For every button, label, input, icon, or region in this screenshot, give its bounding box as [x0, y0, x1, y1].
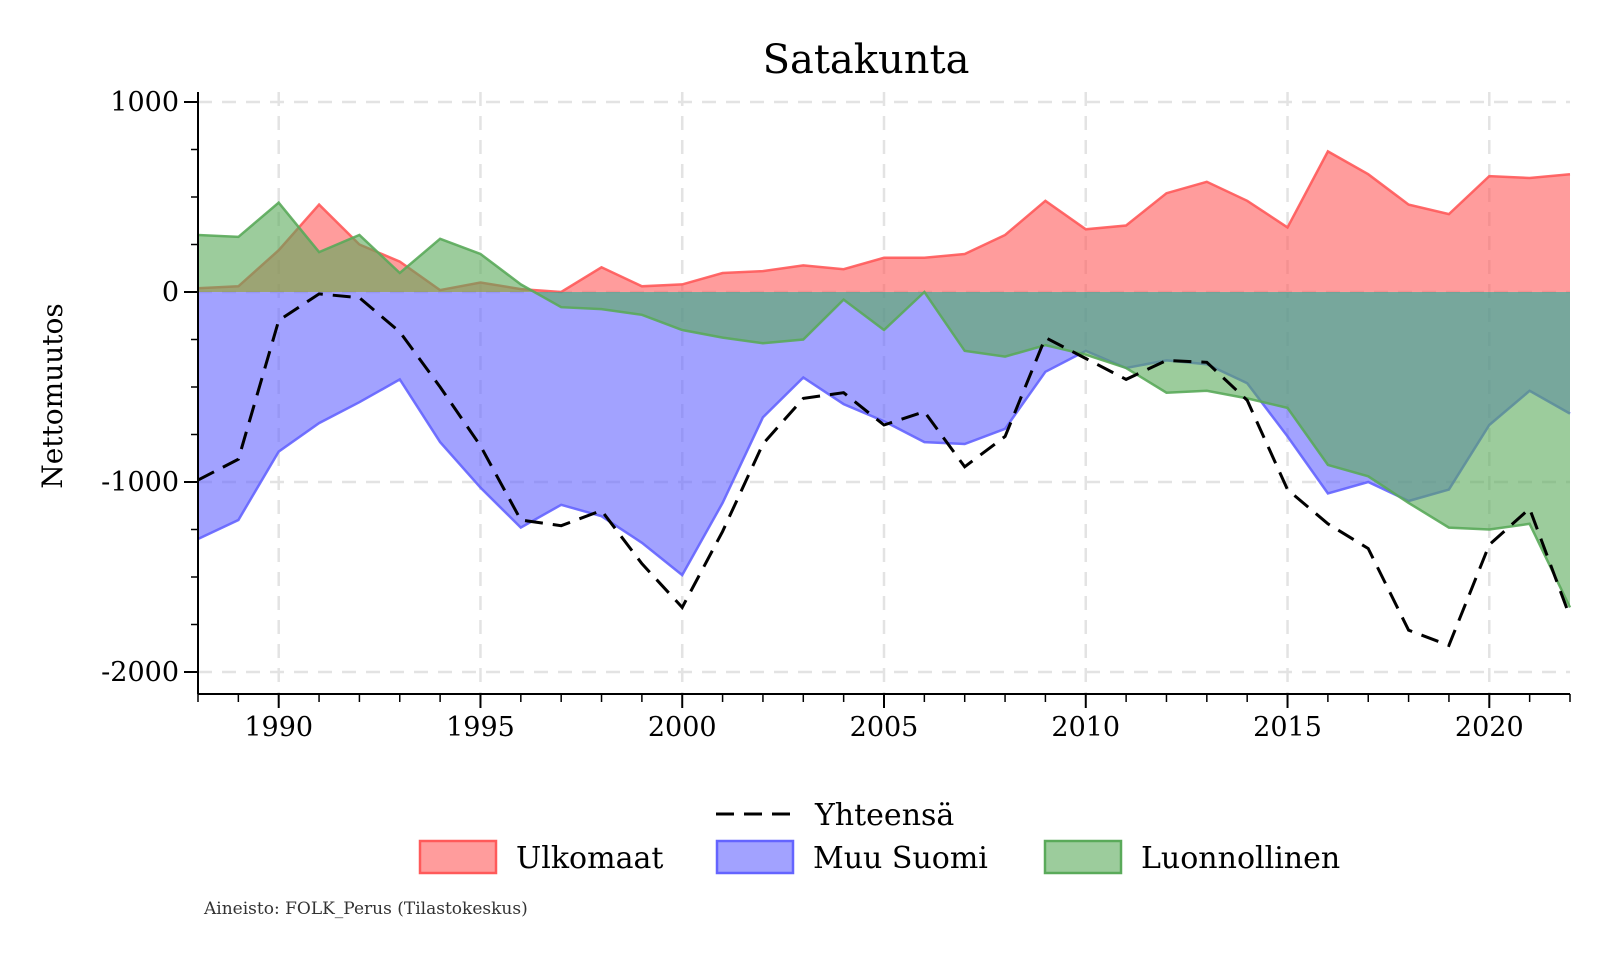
y-tick-label--1000: -1000: [101, 467, 179, 498]
x-tick-label-2015: 2015: [1253, 712, 1322, 743]
source-note: Aineisto: FOLK_Perus (Tilastokeskus): [203, 899, 528, 919]
axes: 1990 1995 2000 2005 2010 2015 2020 1000 0 -1000 -2…: [101, 87, 1571, 743]
legend-label-total: Yhteensä: [814, 798, 954, 833]
area-outline-muu-suomi: [197, 349, 1571, 577]
legend: Yhteensä Ulkomaat Muu Suomi Luonnollinen: [418, 798, 1340, 876]
legend-label-muu-suomi: Muu Suomi: [813, 841, 988, 876]
legend-swatch-ulkomaat: [418, 839, 498, 875]
x-tick-label-1990: 1990: [244, 712, 313, 743]
line-series: [197, 292, 1572, 648]
line-total: [197, 292, 1572, 648]
x-tick-label-2000: 2000: [648, 712, 717, 743]
legend-swatch-muu-suomi: [715, 839, 795, 875]
legend-label-ulkomaat: Ulkomaat: [516, 841, 663, 876]
y-tick-label-0: 0: [162, 277, 179, 308]
y-tick-label-1000: 1000: [110, 87, 179, 118]
x-tick-label-2020: 2020: [1455, 712, 1524, 743]
chart-title: Satakunta: [763, 37, 970, 83]
area-ulkomaat: [198, 151, 1570, 292]
y-axis-title: Nettomuutos: [36, 303, 69, 489]
x-tick-label-1995: 1995: [446, 712, 515, 743]
legend-label-luonnollinen: Luonnollinen: [1141, 841, 1340, 876]
area-series: [197, 149, 1572, 608]
area-outline-luonnollinen: [197, 200, 1572, 608]
area-luonnollinen: [198, 202, 1570, 608]
x-tick-label-2005: 2005: [850, 712, 919, 743]
legend-swatch-luonnollinen: [1043, 839, 1123, 875]
y-tick-label--2000: -2000: [101, 657, 179, 688]
x-tick-label-2010: 2010: [1051, 712, 1120, 743]
